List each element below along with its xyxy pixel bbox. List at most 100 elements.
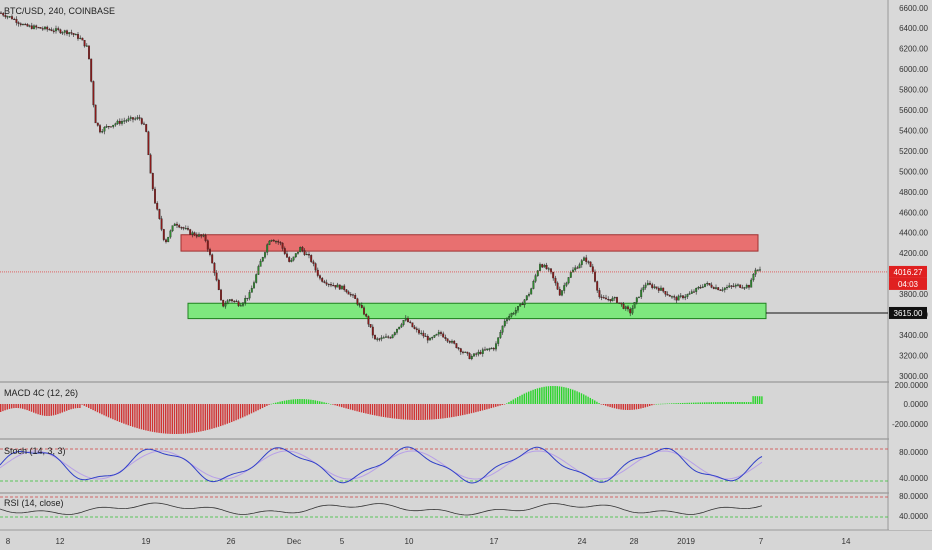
macd-bar [578,392,580,404]
macd-bar [611,404,613,408]
candle-body [561,290,563,296]
macd-bar [140,404,143,430]
macd-bar [567,388,569,404]
candle-body [200,234,203,237]
candle-body [233,300,236,302]
candle-body [611,297,614,302]
macd-bar [266,404,268,406]
candle-body [330,284,332,286]
candle-body [136,117,139,119]
candle-body [312,261,315,264]
macd-bar [387,404,389,418]
candle-body [272,239,275,242]
macd-bar [294,399,297,404]
macd-bar [171,404,173,434]
macd-bar [624,404,627,410]
candle-body [22,24,24,26]
candle-body [545,264,548,270]
candle-body [294,253,297,258]
candle-body [688,293,691,295]
macd-title[interactable]: MACD 4C (12, 26) [4,388,78,398]
candle-body [640,289,643,298]
macd-bar [169,404,171,434]
stoch-k-line [0,446,763,484]
macd-bar [473,404,475,413]
support-price-label: 3615.00 [894,309,923,318]
rsi-title[interactable]: RSI (14, close) [4,498,64,508]
candle-body [68,32,71,35]
time-axis-label: 7 [759,537,764,546]
candle-body [253,282,255,289]
time-axis-label: 19 [142,537,151,546]
candle-body [710,284,713,288]
macd-bar [475,404,477,413]
macd-bar [28,404,30,411]
macd-bar [371,404,374,415]
macd-bar [233,404,235,422]
macd-bar [246,404,248,416]
macd-bar [338,404,341,407]
candle-body [693,291,695,293]
zones-layer [180,234,767,320]
candle-body [369,324,372,328]
symbol-title[interactable]: BTC/USD, 240, COINBASE [4,6,115,16]
candle-body [609,299,612,302]
macd-bar [213,404,215,429]
candle-body [673,296,676,298]
macd-bar [4,404,6,411]
candle-body [59,29,62,34]
macd-scale-tick-label: 200.0000 [895,381,929,390]
candle-body [741,287,744,289]
candle-body [222,299,225,307]
candle-body [187,228,189,230]
candle-body [732,285,735,287]
candle-body [61,32,64,34]
macd-bar [292,399,294,404]
candle-body [281,242,284,249]
candle-body [145,124,148,132]
candle-body [503,320,506,327]
macd-bar [664,403,666,405]
candle-body [52,30,55,32]
candle-body [429,337,431,341]
price-scale[interactable]: 6600.00 6400.00 6200.00 6000.00 5800.00 5600.… [889,0,932,530]
candle-body [481,349,484,354]
candle-body [250,288,253,293]
macd-bar [587,396,589,404]
resistance-zone[interactable] [180,234,759,252]
candle-body [649,282,651,285]
macd-bar [411,404,413,420]
candle-body [607,298,610,301]
time-axis-label: 2019 [677,537,695,546]
candle-body [547,268,550,270]
macd-bar [30,404,33,412]
macd-bar [356,404,358,412]
support-zone[interactable] [187,302,767,320]
candle-body [30,25,33,29]
macd-bar [690,402,693,404]
candle-body [497,337,500,344]
candle-body [72,33,75,35]
macd-bar [39,404,41,415]
time-axis-label: 14 [842,537,851,546]
candle-body [737,284,739,286]
macd-bar [162,404,165,434]
time-axis[interactable]: 8 12 19 26 Dec 5 10 17 24 28 2019 7 14 [6,537,851,546]
candle-body [237,301,240,306]
candle-body [532,281,535,289]
stoch-title[interactable]: Stoch (14, 3, 3) [4,446,66,456]
macd-bar [129,404,132,427]
candle-body [96,122,99,126]
candle-body [501,325,504,333]
macd-bar [68,404,70,410]
candle-body [457,347,460,349]
macd-bar [739,402,741,404]
macd-bar [622,404,624,410]
macd-bar [550,386,552,404]
macd-bar [198,404,200,432]
candle-body [74,34,77,36]
macd-bar [415,404,418,420]
macd-bar [270,403,272,405]
candle-body [288,257,291,262]
